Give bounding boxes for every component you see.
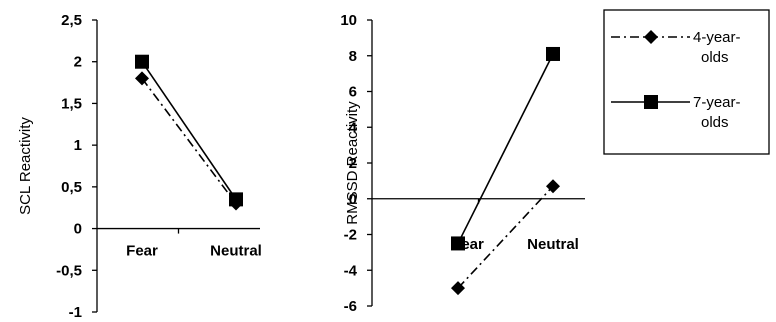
rmssd-y-tick-label: 6 bbox=[349, 84, 357, 101]
rmssd-y-tick-label: 2 bbox=[349, 155, 357, 172]
legend-label: olds bbox=[701, 49, 729, 66]
legend-label: 4-year- bbox=[693, 29, 741, 46]
scl-y-tick-label: 0,5 bbox=[61, 179, 82, 196]
legend-label: olds bbox=[701, 114, 729, 131]
scl-y-tick-label: -1 bbox=[69, 304, 82, 321]
rmssd-data-point bbox=[546, 179, 560, 194]
rmssd-category-label: Neutral bbox=[527, 236, 579, 253]
rmssd-data-point bbox=[451, 236, 465, 251]
rmssd-y-tick-label: 4 bbox=[349, 119, 358, 136]
legend-marker bbox=[644, 30, 658, 44]
scl-y-tick-label: 2 bbox=[74, 54, 82, 71]
rmssd-y-tick-label: -6 bbox=[344, 298, 357, 315]
scl-series-line bbox=[141, 61, 237, 200]
scl-category-label: Fear bbox=[126, 243, 158, 260]
rmssd-series-line bbox=[457, 53, 554, 244]
rmssd-y-tick-label: 10 bbox=[340, 12, 357, 29]
scl-series-line bbox=[141, 77, 237, 205]
rmssd-y-tick-label: -2 bbox=[344, 227, 357, 244]
rmssd-y-tick-label: -4 bbox=[344, 262, 358, 279]
scl-data-point bbox=[135, 54, 149, 69]
scl-category-label: Neutral bbox=[210, 243, 262, 260]
rmssd-series-line bbox=[457, 185, 554, 289]
scl-y-tick-label: 0 bbox=[74, 221, 82, 238]
scl-y-axis-title: SCL Reactivity bbox=[17, 117, 34, 215]
legend-marker bbox=[644, 95, 658, 109]
scl-y-tick-label: 2,5 bbox=[61, 12, 82, 29]
legend-box bbox=[603, 9, 770, 155]
scl-y-tick-label: -0,5 bbox=[56, 262, 82, 279]
rmssd-y-tick-label: 8 bbox=[349, 48, 357, 65]
scl-chart: -1 -0,5 0 0,5 1 1,5 2 2,5 Fear Neutral SCL Reactiv… bbox=[17, 12, 262, 321]
scl-data-point bbox=[229, 192, 243, 207]
scl-data-point bbox=[135, 71, 149, 86]
scl-y-tick-label: 1 bbox=[74, 137, 82, 154]
rmssd-y-tick-label: 0 bbox=[349, 191, 357, 208]
rmssd-data-point bbox=[546, 46, 560, 61]
rmssd-y-axis-title: RMSSD Reactivity bbox=[344, 101, 361, 225]
legend-label: 7-year- bbox=[693, 94, 741, 111]
legend: 4-year-olds 7-year-olds bbox=[603, 9, 770, 155]
scl-y-tick-label: 1,5 bbox=[61, 95, 82, 112]
rmssd-data-point bbox=[451, 281, 465, 296]
